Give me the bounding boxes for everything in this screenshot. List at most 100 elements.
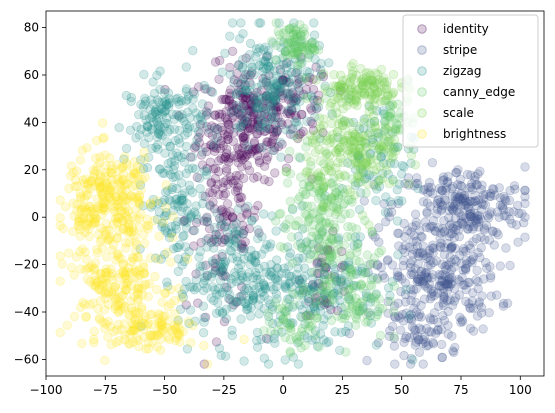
point-identity [225, 153, 236, 163]
point-identity [219, 222, 230, 232]
point-scale [329, 69, 339, 80]
point-scale [359, 117, 369, 127]
point-identity [294, 77, 305, 87]
point-identity [220, 152, 230, 162]
point-identity [262, 155, 272, 165]
point-stripe [520, 198, 530, 209]
point-identity [192, 172, 203, 183]
point-stripe [445, 269, 455, 280]
point-stripe [478, 324, 488, 334]
point-identity [259, 161, 270, 171]
point-identity [259, 96, 269, 106]
point-identity [311, 298, 321, 308]
point-canny_edge [307, 321, 317, 331]
point-identity [218, 212, 229, 223]
point-identity [261, 90, 271, 101]
point-identity [200, 191, 211, 202]
point-brightness [107, 164, 118, 174]
point-identity [238, 74, 248, 84]
y-tick-label: −40 [14, 305, 39, 319]
point-zigzag [126, 92, 137, 103]
point-scale [300, 73, 311, 84]
point-stripe [436, 200, 447, 210]
point-identity [181, 300, 191, 310]
point-identity [237, 241, 247, 251]
point-identity [245, 148, 256, 159]
point-identity [228, 136, 239, 147]
point-identity [205, 200, 215, 210]
point-scale [366, 92, 377, 102]
point-stripe [441, 264, 451, 275]
point-identity [227, 211, 238, 222]
point-stripe [472, 311, 483, 321]
point-brightness [71, 252, 82, 262]
point-identity [202, 212, 212, 222]
point-identity [306, 116, 316, 127]
point-identity [246, 106, 256, 116]
point-stripe [447, 228, 458, 239]
point-identity [287, 105, 297, 115]
point-stripe [454, 276, 465, 286]
point-identity [292, 79, 303, 89]
point-stripe [387, 260, 398, 270]
point-identity [229, 111, 239, 121]
point-identity [234, 87, 245, 98]
point-identity [249, 95, 260, 105]
point-identity [312, 268, 323, 279]
point-identity [232, 68, 242, 79]
point-stripe [372, 273, 383, 283]
point-identity [248, 107, 259, 118]
point-canny_edge [352, 247, 362, 257]
point-stripe [479, 225, 490, 235]
point-identity [281, 58, 292, 68]
point-canny_edge [294, 152, 304, 162]
point-brightness [202, 359, 213, 369]
point-stripe [466, 170, 476, 180]
point-stripe [461, 284, 471, 295]
point-canny_edge [295, 59, 306, 69]
point-identity [255, 157, 265, 168]
point-identity [228, 106, 239, 116]
point-identity [236, 243, 247, 253]
point-scale [376, 86, 387, 96]
point-canny_edge [281, 223, 291, 234]
point-brightness [157, 297, 167, 308]
point-canny_edge [285, 196, 296, 207]
point-zigzag [293, 82, 304, 93]
y-tick-label: 0 [31, 210, 39, 224]
point-identity [222, 144, 232, 155]
point-identity [254, 142, 265, 153]
point-identity [253, 114, 263, 125]
point-identity [214, 109, 225, 119]
point-stripe [428, 221, 438, 232]
point-identity [235, 192, 245, 202]
point-identity [225, 85, 236, 95]
point-brightness [79, 299, 90, 310]
point-brightness [60, 201, 71, 212]
point-identity [238, 132, 249, 142]
point-stripe [492, 207, 503, 217]
point-stripe [437, 276, 447, 287]
point-stripe [476, 198, 487, 209]
point-stripe [507, 218, 517, 229]
point-identity [228, 178, 238, 188]
point-identity [249, 109, 259, 120]
point-identity [278, 75, 289, 86]
point-identity [253, 200, 263, 211]
point-canny_edge [318, 264, 329, 274]
point-zigzag [198, 191, 208, 201]
point-stripe [501, 196, 511, 206]
point-stripe [464, 299, 474, 309]
point-stripe [478, 190, 489, 200]
point-identity [227, 46, 238, 57]
point-identity [211, 237, 222, 247]
point-stripe [463, 277, 473, 288]
point-brightness [98, 182, 109, 193]
point-identity [230, 119, 241, 130]
point-brightness [132, 161, 143, 172]
point-stripe [492, 290, 502, 300]
point-brightness [144, 279, 155, 289]
point-identity [174, 110, 184, 121]
point-brightness [160, 202, 171, 213]
